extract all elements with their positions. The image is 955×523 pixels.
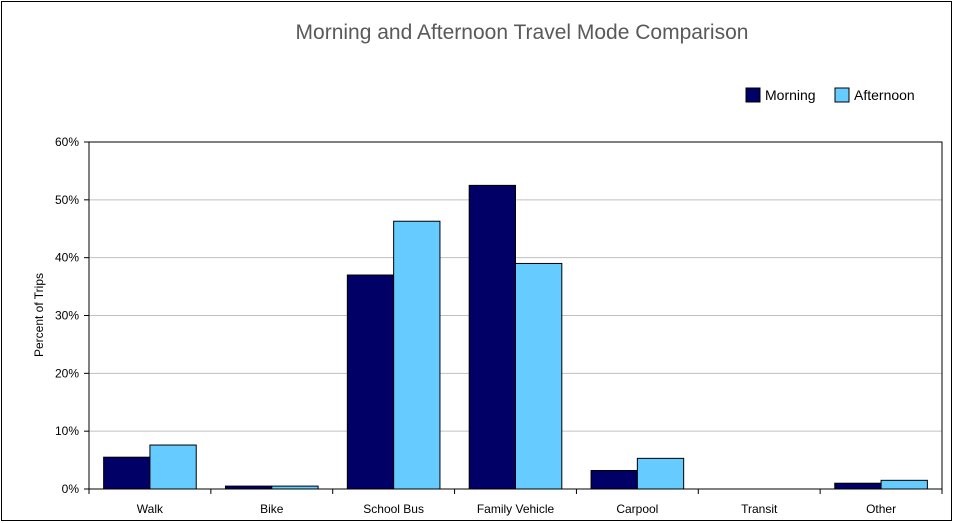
bars <box>103 184 928 490</box>
x-tick-label: Transit <box>741 502 778 516</box>
bar-afternoon-family-vehicle <box>515 262 563 490</box>
y-tick-label: 20% <box>55 366 79 380</box>
chart-title: Morning and Afternoon Travel Mode Compar… <box>296 21 749 44</box>
bar-morning-family-vehicle <box>468 184 516 490</box>
x-tick-label: Other <box>866 502 896 516</box>
bar-morning-walk <box>103 456 151 490</box>
y-tick-label: 10% <box>55 424 79 438</box>
y-tick-label: 60% <box>55 135 79 149</box>
x-tick-label: Walk <box>137 502 164 516</box>
x-axis-ticks: Walk Bike School Bus Family Vehicle Carpool T… <box>88 489 943 516</box>
bar-morning-carpool <box>590 469 638 490</box>
bar-afternoon-walk <box>149 444 197 490</box>
x-tick-label: Carpool <box>616 502 658 516</box>
y-tick-label: 40% <box>55 251 79 265</box>
bar-afternoon-school-bus <box>393 220 441 490</box>
legend-swatch-morning <box>745 87 761 103</box>
legend-label-morning: Morning <box>765 87 816 103</box>
bar-afternoon-other <box>880 479 928 490</box>
bar-morning-other <box>834 482 882 490</box>
y-axis-label: Percent of Trips <box>32 273 46 357</box>
y-tick-label: 0% <box>62 482 80 496</box>
y-tick-label: 50% <box>55 193 79 207</box>
legend-swatch-afternoon <box>834 87 850 103</box>
x-tick-label: School Bus <box>363 502 424 516</box>
x-tick-label: Family Vehicle <box>477 502 555 516</box>
bar-afternoon-bike <box>271 485 319 490</box>
legend: Morning Afternoon <box>745 87 915 103</box>
legend-label-afternoon: Afternoon <box>854 87 915 103</box>
bar-afternoon-carpool <box>636 457 685 490</box>
bar-morning-bike <box>224 485 273 490</box>
bar-morning-school-bus <box>346 274 395 490</box>
x-tick-label: Bike <box>260 502 284 516</box>
y-axis-ticks: 0% 10% 20% 30% 40% 50% 60% <box>55 135 89 496</box>
y-tick-label: 30% <box>55 309 79 323</box>
